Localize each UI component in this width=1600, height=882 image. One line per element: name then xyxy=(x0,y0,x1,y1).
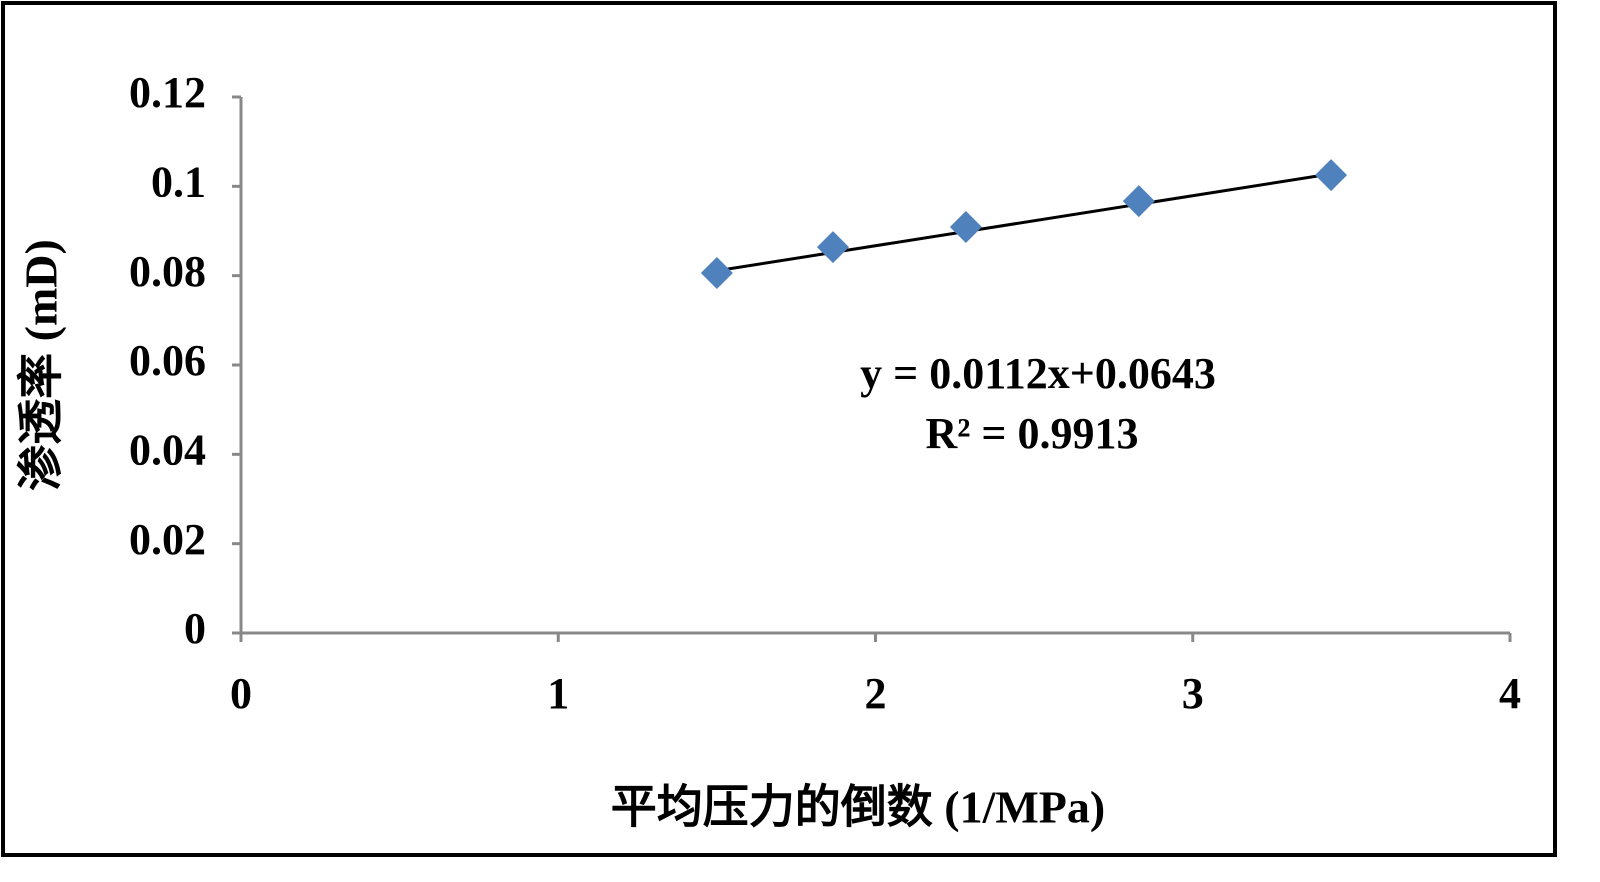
chart-frame xyxy=(1,1,1557,857)
y-tick-label: 0.04 xyxy=(129,425,206,474)
x-tick-label: 4 xyxy=(1499,669,1521,718)
trendline-equation: y = 0.0112x+0.0643 xyxy=(860,349,1216,398)
trendline-r2: R² = 0.9913 xyxy=(925,409,1138,458)
y-tick-label: 0.12 xyxy=(129,68,206,117)
point xyxy=(700,256,733,289)
y-tick-label: 0.06 xyxy=(129,336,206,385)
y-tick-label: 0.1 xyxy=(151,157,206,206)
trendline xyxy=(716,172,1332,273)
x-axis-label: 平均压力的倒数 (1/MPa) xyxy=(611,782,1105,833)
point xyxy=(949,210,982,243)
x-tick-label: 3 xyxy=(1182,669,1204,718)
y-tick-label: 0.08 xyxy=(129,247,206,296)
x-tick-label: 1 xyxy=(547,669,569,718)
x-tick-label: 2 xyxy=(865,669,887,718)
point xyxy=(816,231,849,264)
point xyxy=(1122,185,1155,218)
y-tick-label: 0 xyxy=(184,604,206,653)
x-tick-label: 0 xyxy=(230,669,252,718)
y-tick-label: 0.02 xyxy=(129,515,206,564)
point xyxy=(1315,159,1348,192)
y-axis-label: 渗透率 (mD) xyxy=(16,239,67,491)
